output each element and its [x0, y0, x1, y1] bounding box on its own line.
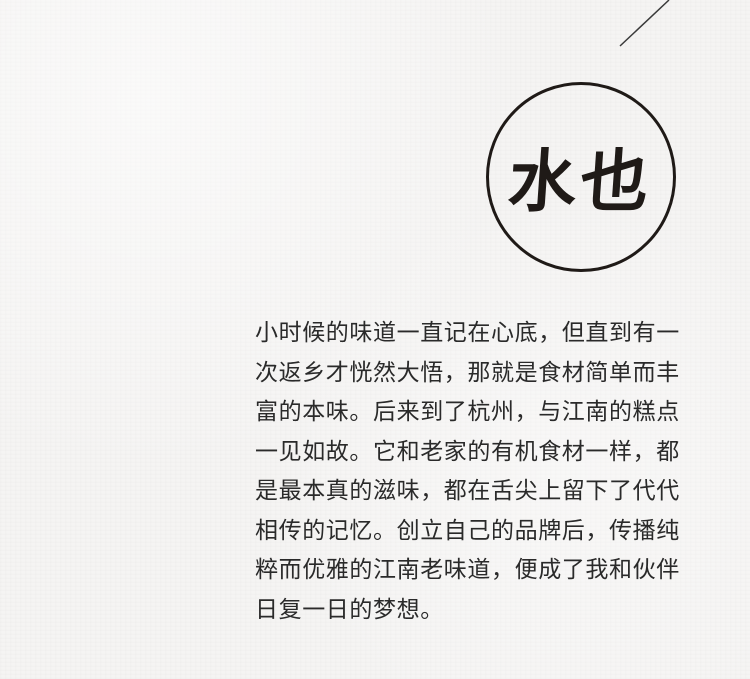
story-line: 是最本真的滋味，都在舌尖上留下了代代	[255, 478, 680, 504]
story-line: 富的本味。后来到了杭州，与江南的糕点	[255, 399, 680, 425]
seal-text: 水也	[505, 141, 656, 222]
story-line: 一见如故。它和老家的有机食材一样，都	[255, 438, 680, 465]
story-line: 日复一日的梦想。	[255, 596, 444, 623]
story-line: 小时候的味道一直记在心底，但直到有一	[255, 320, 680, 346]
story-line: 次返乡才恍然大悟，那就是食材简单而丰	[255, 359, 680, 386]
story-line: 粹而优雅的江南老味道，便成了我和伙伴	[255, 557, 680, 583]
story-line: 相传的记忆。创立自己的品牌后，传播纯	[255, 517, 680, 544]
logo-seal: 水也	[486, 82, 676, 272]
brand-story: 小时候的味道一直记在心底，但直到有一 次返乡才恍然大悟，那就是食材简单而丰 富的…	[255, 314, 695, 630]
